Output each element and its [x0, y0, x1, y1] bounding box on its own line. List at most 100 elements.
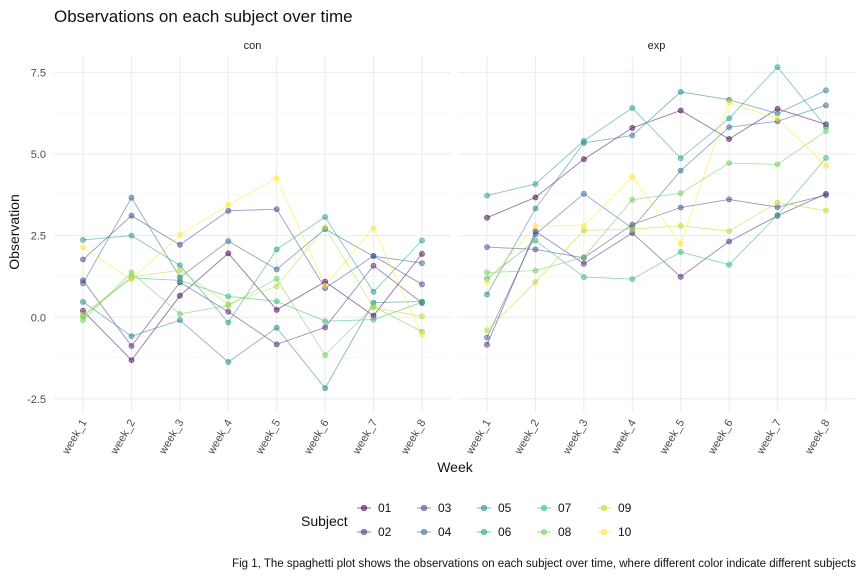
data-point-con-10: [419, 331, 425, 338]
data-point-exp-05: [823, 87, 829, 94]
data-point-con-10: [370, 225, 377, 231]
data-point-exp-04: [677, 167, 684, 174]
data-point-con-03: [176, 241, 183, 248]
figure-caption: Fig 1, The spaghetti plot shows the obse…: [232, 558, 856, 570]
data-point-exp-04: [581, 190, 587, 197]
data-point-exp-08: [581, 254, 587, 261]
data-point-con-06: [176, 262, 183, 269]
data-point-con-10: [273, 175, 280, 182]
data-point-exp-04: [532, 231, 539, 238]
series-line-con-09: [82, 226, 423, 317]
data-point-exp-04: [484, 334, 490, 341]
legend-key-point: [420, 504, 428, 512]
legend-key-point: [480, 528, 488, 536]
data-point-exp-06: [629, 105, 636, 111]
legend-item-04: 04: [417, 525, 452, 539]
data-point-exp-02: [726, 238, 732, 245]
data-point-con-01: [273, 306, 280, 313]
data-point-exp-06: [484, 192, 490, 199]
data-point-exp-04: [726, 124, 732, 131]
series-line-con-01: [82, 252, 423, 361]
x-tick-label: week_6: [302, 418, 332, 458]
data-point-con-07: [225, 293, 232, 300]
data-point-exp-02: [581, 260, 587, 267]
series-line-con-06: [82, 216, 423, 324]
data-point-exp-10: [629, 173, 636, 180]
data-point-exp-08: [532, 267, 539, 274]
data-point-exp-07: [532, 237, 539, 244]
data-point-con-05: [80, 298, 86, 305]
data-point-con-04: [225, 238, 232, 245]
legend-label: 02: [378, 525, 392, 539]
data-point-exp-01: [677, 107, 684, 114]
data-point-exp-08: [726, 160, 732, 166]
data-point-con-05: [176, 317, 183, 324]
panel-exp: exp week_1 week_2 week_3 week_4 week_5 week_6 w…: [458, 40, 855, 457]
data-point-exp-09: [532, 279, 539, 285]
series-line-con-10: [82, 177, 423, 335]
data-point-con-10: [322, 282, 328, 289]
data-point-con-05: [322, 385, 328, 392]
data-point-con-05: [273, 324, 280, 331]
data-point-exp-07: [726, 261, 732, 268]
legend-key-point: [540, 504, 548, 512]
data-point-con-08: [80, 317, 86, 324]
legend-key-point: [360, 504, 368, 512]
series-line-exp-09: [486, 202, 827, 331]
data-point-exp-02: [677, 273, 684, 280]
data-point-exp-10: [823, 162, 829, 169]
legend-label: 06: [498, 525, 512, 539]
data-point-con-06: [128, 232, 135, 239]
data-point-exp-05: [629, 132, 636, 139]
legend-item-05: 05: [477, 501, 512, 515]
data-point-exp-10: [726, 99, 732, 106]
x-tick-label: week_8: [803, 418, 833, 458]
legend-label: 01: [378, 501, 392, 515]
x-tick-label: week_3: [561, 418, 591, 458]
data-point-con-03: [80, 256, 86, 263]
legend-key-point: [600, 528, 608, 536]
data-point-exp-04: [823, 102, 829, 109]
data-point-exp-05: [774, 110, 781, 117]
y-tick-label: 2.5: [31, 231, 46, 243]
series-line-exp-05: [486, 89, 827, 295]
data-point-con-09: [322, 224, 328, 231]
x-tick-label: week_7: [350, 418, 380, 458]
legend-title: Subject: [301, 513, 348, 529]
data-point-exp-01: [484, 214, 490, 221]
panel-con: con -2.5 0.0 2.5 5.0 7.5 week_1 week_2 week_3 wee…: [27, 40, 451, 457]
data-point-exp-06: [532, 181, 539, 187]
data-point-con-06: [80, 236, 86, 243]
data-point-con-07: [419, 299, 425, 306]
legend-label: 03: [438, 501, 452, 515]
data-point-con-06: [225, 319, 232, 326]
data-point-con-09: [419, 313, 425, 320]
data-point-con-10: [128, 276, 135, 283]
legend: Subject 01 02 03 04 05 06 07 08 09 10: [301, 501, 632, 539]
series-line-con-02: [82, 265, 423, 347]
data-point-con-04: [80, 280, 86, 287]
data-point-exp-09: [677, 222, 684, 229]
data-point-exp-10: [484, 278, 490, 285]
series-line-exp-06: [486, 66, 827, 196]
y-axis-title: Observation: [6, 194, 22, 269]
data-point-exp-10: [677, 240, 684, 247]
legend-key-point: [600, 504, 608, 512]
x-tick-label: week_2: [512, 418, 542, 458]
series-line-exp-08: [486, 130, 827, 273]
data-point-con-08: [176, 311, 183, 317]
x-tick-label: week_5: [657, 418, 687, 458]
x-axis-title: Week: [437, 459, 474, 475]
data-point-exp-09: [629, 226, 636, 232]
facet-label-exp: exp: [648, 40, 666, 52]
data-point-con-04: [370, 253, 377, 260]
series-line-con-08: [82, 271, 423, 356]
data-point-con-03: [128, 212, 135, 219]
data-point-exp-01: [726, 136, 732, 142]
x-tick-label: week_7: [754, 418, 784, 458]
data-point-con-06: [273, 246, 280, 253]
legend-label: 10: [618, 525, 632, 539]
data-point-exp-10: [774, 115, 781, 122]
data-point-con-04: [419, 260, 425, 266]
legend-item-08: 08: [537, 525, 572, 539]
